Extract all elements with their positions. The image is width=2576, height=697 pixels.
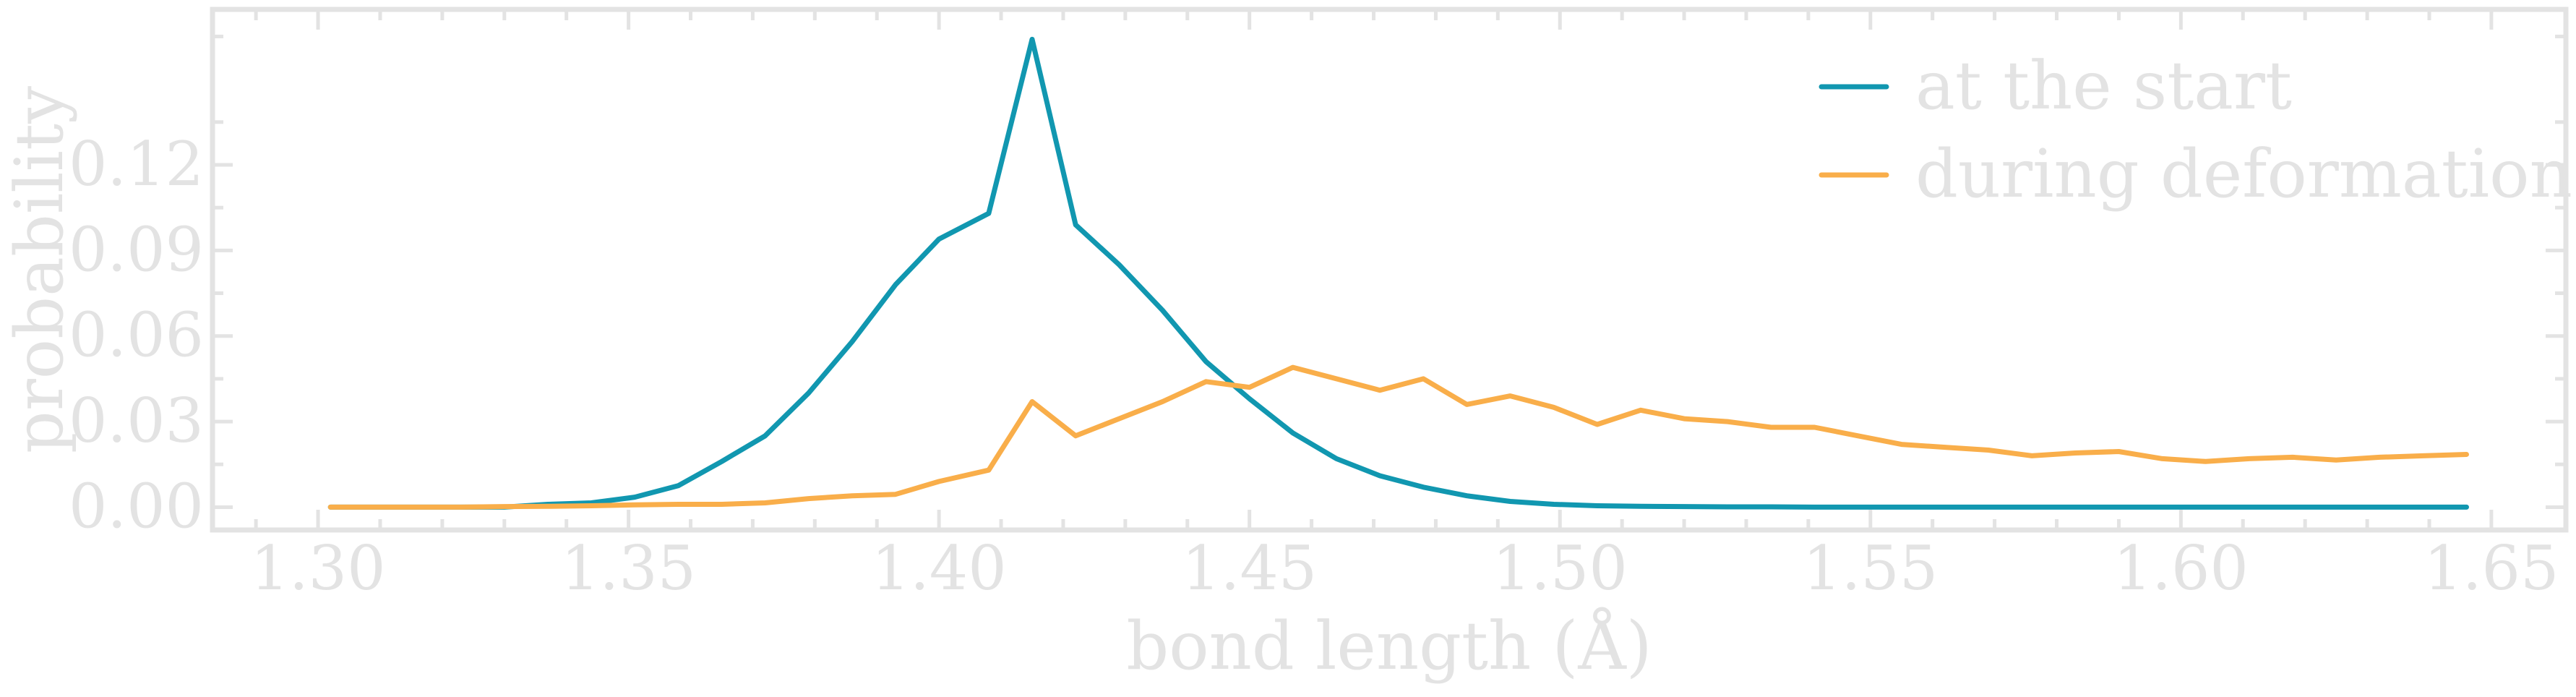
legend: at the start during deformation [1819, 47, 2572, 213]
x-tick-label: 1.65 [2423, 533, 2559, 604]
x-tick-labels: 1.30 1.35 1.40 1.45 1.50 1.55 1.60 1.65 [251, 533, 2559, 604]
x-tick-label: 1.50 [1493, 533, 1628, 604]
x-tick-label: 1.45 [1182, 533, 1317, 604]
x-tick-label: 1.35 [561, 533, 696, 604]
y-tick-label: 0.00 [69, 471, 204, 542]
x-tick-label: 1.30 [251, 533, 386, 604]
x-tick-label: 1.40 [872, 533, 1007, 604]
y-tick-label: 0.09 [69, 214, 204, 285]
series-line-start [327, 36, 2469, 510]
x-tick-label: 1.60 [2113, 533, 2249, 604]
series-lines [327, 36, 2469, 510]
y-tick-label: 0.03 [69, 385, 204, 456]
y-tick-labels: 0.00 0.03 0.06 0.09 0.12 [69, 129, 204, 542]
y-tick-label: 0.06 [69, 300, 204, 371]
legend-label-start: at the start [1915, 47, 2292, 124]
plot-frame [210, 7, 2569, 533]
x-axis-label: bond length (Å) [1126, 607, 1652, 685]
y-axis-label: probability [1, 86, 78, 453]
legend-label-deformation: during deformation [1915, 135, 2572, 213]
y-tick-label: 0.12 [69, 129, 204, 200]
series-line-deformation [327, 364, 2469, 510]
x-tick-label: 1.55 [1803, 533, 1938, 604]
axis-ticks [212, 9, 2566, 530]
